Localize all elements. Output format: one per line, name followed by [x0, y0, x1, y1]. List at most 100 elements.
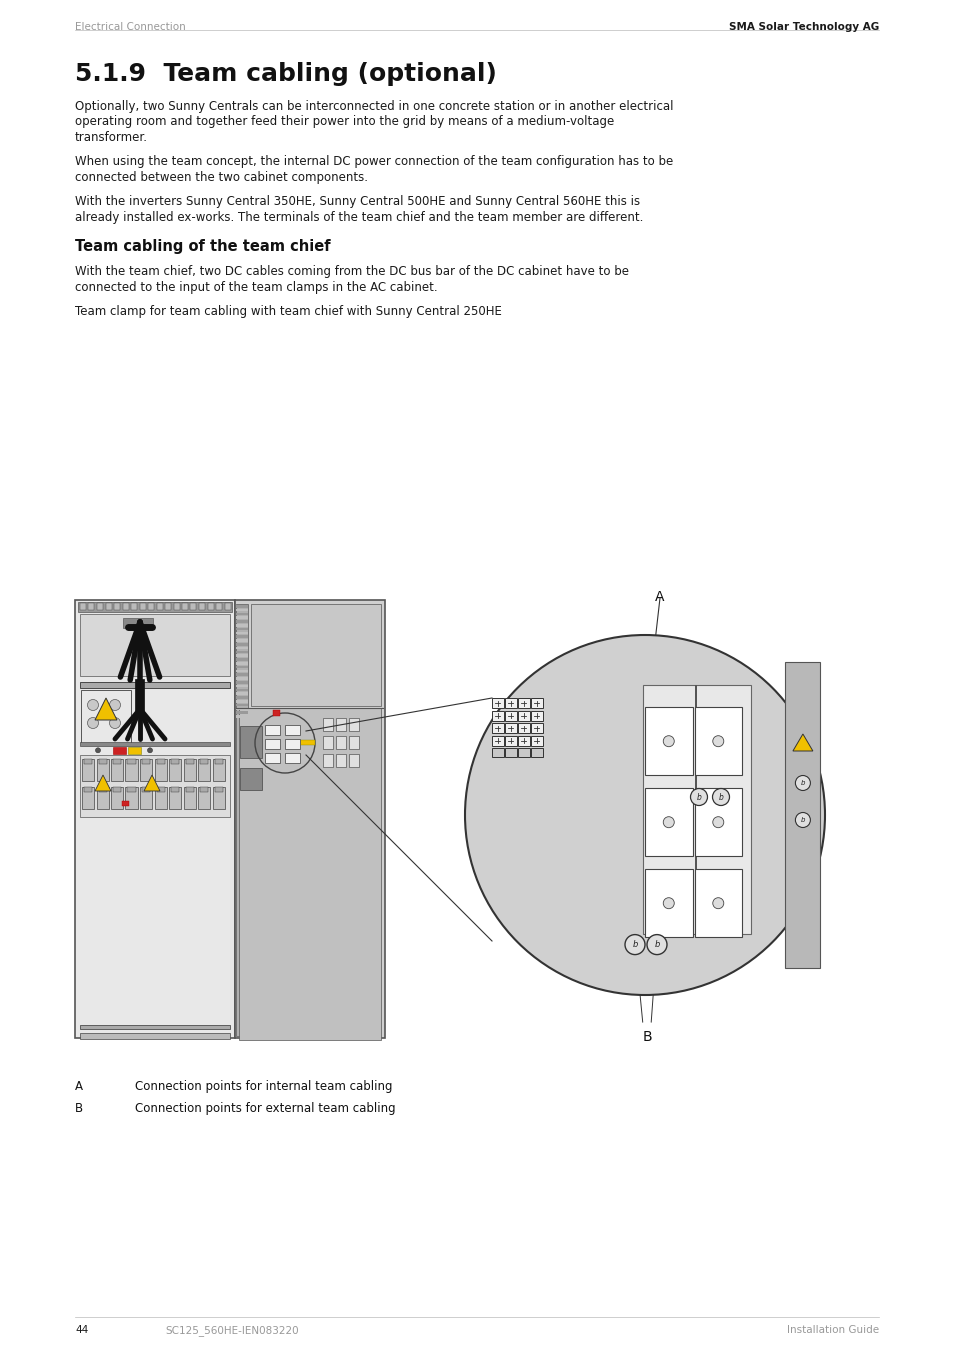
Text: SMA Solar Technology AG: SMA Solar Technology AG — [728, 22, 878, 32]
Circle shape — [712, 788, 729, 806]
Bar — [200, 758, 208, 764]
Bar — [235, 617, 248, 619]
Bar — [235, 621, 248, 623]
Circle shape — [88, 718, 98, 729]
Bar — [215, 603, 222, 610]
Polygon shape — [144, 775, 160, 791]
Bar — [106, 603, 112, 610]
Bar — [235, 662, 248, 664]
Bar — [156, 787, 164, 792]
Bar — [323, 754, 333, 767]
Bar — [644, 707, 692, 776]
Text: connected to the input of the team clamps in the AC cabinet.: connected to the input of the team clamp… — [75, 281, 437, 293]
Bar — [235, 635, 248, 638]
Text: When using the team concept, the internal DC power connection of the team config: When using the team concept, the interna… — [75, 155, 673, 169]
Bar — [492, 711, 503, 721]
Bar — [80, 1025, 230, 1029]
Bar — [78, 602, 232, 612]
Bar — [492, 735, 503, 745]
Bar — [504, 698, 516, 708]
Bar — [240, 726, 262, 758]
Bar — [235, 669, 248, 672]
Bar — [199, 603, 205, 610]
Bar — [80, 681, 230, 688]
Bar — [171, 758, 179, 764]
Circle shape — [795, 776, 809, 791]
Polygon shape — [95, 698, 117, 721]
Text: With the team chief, two DC cables coming from the DC bus bar of the DC cabinet : With the team chief, two DC cables comin… — [75, 265, 628, 279]
Text: b: b — [632, 940, 637, 949]
Bar — [531, 723, 542, 733]
Bar — [251, 604, 380, 706]
Bar — [235, 681, 248, 684]
Circle shape — [95, 748, 100, 753]
Bar — [96, 787, 109, 808]
Bar — [214, 787, 222, 792]
Bar — [235, 650, 248, 653]
Polygon shape — [95, 775, 111, 791]
Bar — [644, 869, 692, 937]
Circle shape — [110, 718, 120, 729]
Bar — [235, 688, 248, 691]
Circle shape — [712, 898, 723, 909]
Circle shape — [712, 735, 723, 746]
Text: Electrical Connection: Electrical Connection — [75, 22, 186, 32]
Text: Team clamp for team cabling with team chief with Sunny Central 250HE: Team clamp for team cabling with team ch… — [75, 306, 501, 319]
Bar — [75, 600, 234, 1038]
Bar — [235, 608, 248, 611]
Text: already installed ex-works. The terminals of the team chief and the team member : already installed ex-works. The terminal… — [75, 211, 642, 224]
Bar — [154, 758, 167, 781]
Text: b: b — [800, 817, 804, 823]
Bar — [235, 677, 248, 680]
Bar — [169, 787, 181, 808]
Bar — [198, 787, 210, 808]
Text: operating room and together feed their power into the grid by means of a medium-: operating room and together feed their p… — [75, 115, 614, 128]
Text: A: A — [75, 1080, 83, 1092]
Bar — [128, 748, 141, 753]
Bar — [694, 707, 741, 776]
Bar — [235, 685, 248, 687]
Circle shape — [795, 813, 809, 827]
Circle shape — [646, 934, 666, 955]
Bar — [644, 788, 692, 856]
Text: b: b — [718, 792, 722, 802]
Text: B: B — [641, 1030, 651, 1044]
Circle shape — [88, 699, 98, 711]
Bar — [111, 787, 123, 808]
Bar — [122, 603, 129, 610]
Bar — [113, 603, 120, 610]
Bar — [84, 758, 91, 764]
Bar — [504, 735, 516, 745]
Bar — [240, 768, 262, 790]
Bar — [492, 698, 503, 708]
Bar — [239, 708, 380, 1040]
Bar — [285, 753, 299, 763]
Bar — [80, 742, 230, 746]
Bar — [234, 600, 385, 1038]
Bar — [97, 603, 103, 610]
Bar — [185, 758, 193, 764]
Bar — [98, 758, 107, 764]
Bar — [96, 758, 109, 781]
Bar — [140, 758, 152, 781]
Bar — [335, 735, 346, 749]
Bar — [235, 700, 248, 703]
Bar — [517, 723, 529, 733]
Bar — [349, 718, 358, 731]
Bar — [148, 603, 153, 610]
Bar — [235, 673, 248, 676]
Text: B: B — [75, 1102, 83, 1114]
Text: 5.1.9  Team cabling (optional): 5.1.9 Team cabling (optional) — [75, 62, 497, 87]
Bar — [285, 740, 299, 749]
Bar — [142, 758, 150, 764]
Bar — [323, 718, 333, 731]
Text: Connection points for external team cabling: Connection points for external team cabl… — [135, 1102, 395, 1114]
Bar — [80, 603, 86, 610]
Bar — [169, 758, 181, 781]
Bar — [173, 603, 179, 610]
Bar — [294, 740, 314, 745]
Circle shape — [110, 699, 120, 711]
Bar — [84, 787, 91, 792]
Bar — [128, 787, 135, 792]
Bar — [213, 758, 224, 781]
